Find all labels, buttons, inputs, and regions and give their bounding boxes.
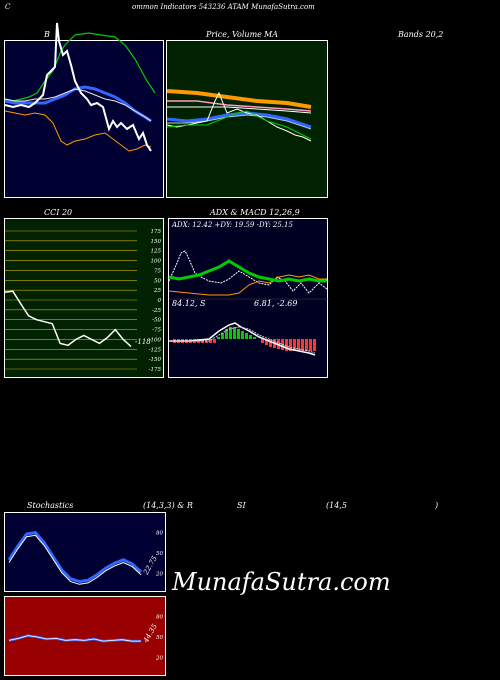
price-green-line <box>166 110 312 140</box>
adx-line <box>168 259 327 283</box>
stoch-title-2: (14,3,3) & R <box>143 501 193 510</box>
price-ma-orange <box>166 89 312 109</box>
bands-label: Bands 20,2 <box>398 30 444 39</box>
cci-tick-label: -25 <box>152 308 161 314</box>
bb-middle-band <box>4 85 152 123</box>
price-ma-blue <box>166 111 312 129</box>
price-chart <box>166 89 312 142</box>
cci-value-label: -118 <box>135 338 151 346</box>
price-ma-white <box>167 106 312 114</box>
price-panel <box>166 40 328 198</box>
cci-line <box>4 290 132 348</box>
adx-macd-panel: ADX: 12.42 +DY: 19.59 -DY: 25.15 <box>168 218 329 378</box>
adx-chart <box>168 250 329 356</box>
cci-tick-label: 150 <box>151 239 162 245</box>
macd-text1: 84.12, S <box>172 299 206 308</box>
cci-tick-label: 100 <box>151 259 162 265</box>
cci-tick-label: -50 <box>152 318 161 324</box>
cci-tick-label: -100 <box>149 337 162 343</box>
adx-title: ADX & MACD 12,26,9 <box>210 208 300 217</box>
header-left: C <box>5 3 11 11</box>
macd-signal <box>169 326 316 354</box>
rsi-tick-label: 80 <box>156 615 163 621</box>
macd-line <box>169 322 316 356</box>
cci-tick-label: 25 <box>153 288 161 294</box>
adx-text: ADX: 12.42 +DY: 19.59 -DY: 25.15 <box>172 221 293 229</box>
price-label: Price, <box>206 30 230 39</box>
rsi-chart: 80 50 20 <box>8 615 163 661</box>
bb-lower-band <box>4 110 152 152</box>
price-ma-lightblue <box>167 114 312 130</box>
ma-label: MA <box>264 30 278 39</box>
stoch-tick-label: 50 <box>156 551 163 557</box>
stoch-title-4: (14,5 <box>326 501 347 510</box>
stoch-chart: 80 50 20 <box>7 530 163 585</box>
cci-tick-label: 175 <box>151 229 162 235</box>
bb-price-line <box>4 22 152 152</box>
stoch-title-5: ) <box>435 501 439 510</box>
watermark: MunafaSutra.com <box>172 568 391 596</box>
cci-tick-label: 125 <box>151 249 162 255</box>
bb-chart <box>4 22 156 152</box>
adx-plus-di <box>168 250 328 294</box>
cci-tick-label: 0 <box>158 298 162 304</box>
volume-label: Volume <box>232 30 262 39</box>
macd-histogram <box>173 327 316 351</box>
adx-minus-di <box>168 274 327 296</box>
stoch-title-3: SI <box>237 501 246 510</box>
price-line <box>166 91 312 142</box>
stoch-tick-label: 80 <box>156 531 163 537</box>
header-title: ommon Indicators 543236 ATAM MunafaSutra… <box>132 3 315 11</box>
stoch-k-line <box>7 530 143 584</box>
bb-panel <box>4 22 164 198</box>
cci-chart: 175 150 125 100 75 50 25 0 -25 -50 -75 -100 -125 -150… <box>4 229 162 373</box>
cci-tick-label: 75 <box>154 268 161 274</box>
cci-label: CCI 20 <box>44 208 73 217</box>
cci-tick-label: -125 <box>149 347 162 353</box>
rsi-tick-label: 50 <box>156 635 163 641</box>
bb-label: B <box>44 30 50 39</box>
cci-panel: 175 150 125 100 75 50 25 0 -25 -50 -75 -100 -125 -150… <box>4 218 164 378</box>
rsi-tick-label: 20 <box>155 655 163 661</box>
rsi-panel: 80 50 20 <box>4 596 166 676</box>
stoch-tick-label: 20 <box>155 571 163 577</box>
cci-tick-label: 50 <box>154 278 161 284</box>
stoch-d-line <box>8 534 142 585</box>
price-ma-pink <box>167 100 312 112</box>
stoch-title-1: Stochastics <box>27 501 74 510</box>
stoch-panel: 80 50 20 <box>4 512 166 592</box>
bb-upper-band <box>4 32 156 102</box>
cci-tick-label: -150 <box>149 357 162 363</box>
rsi-line-thin <box>8 635 141 642</box>
macd-text2: 6.81, -2.69 <box>254 299 298 308</box>
cci-tick-label: -175 <box>149 367 162 373</box>
cci-tick-label: -75 <box>152 328 161 334</box>
rsi-line <box>8 634 141 643</box>
